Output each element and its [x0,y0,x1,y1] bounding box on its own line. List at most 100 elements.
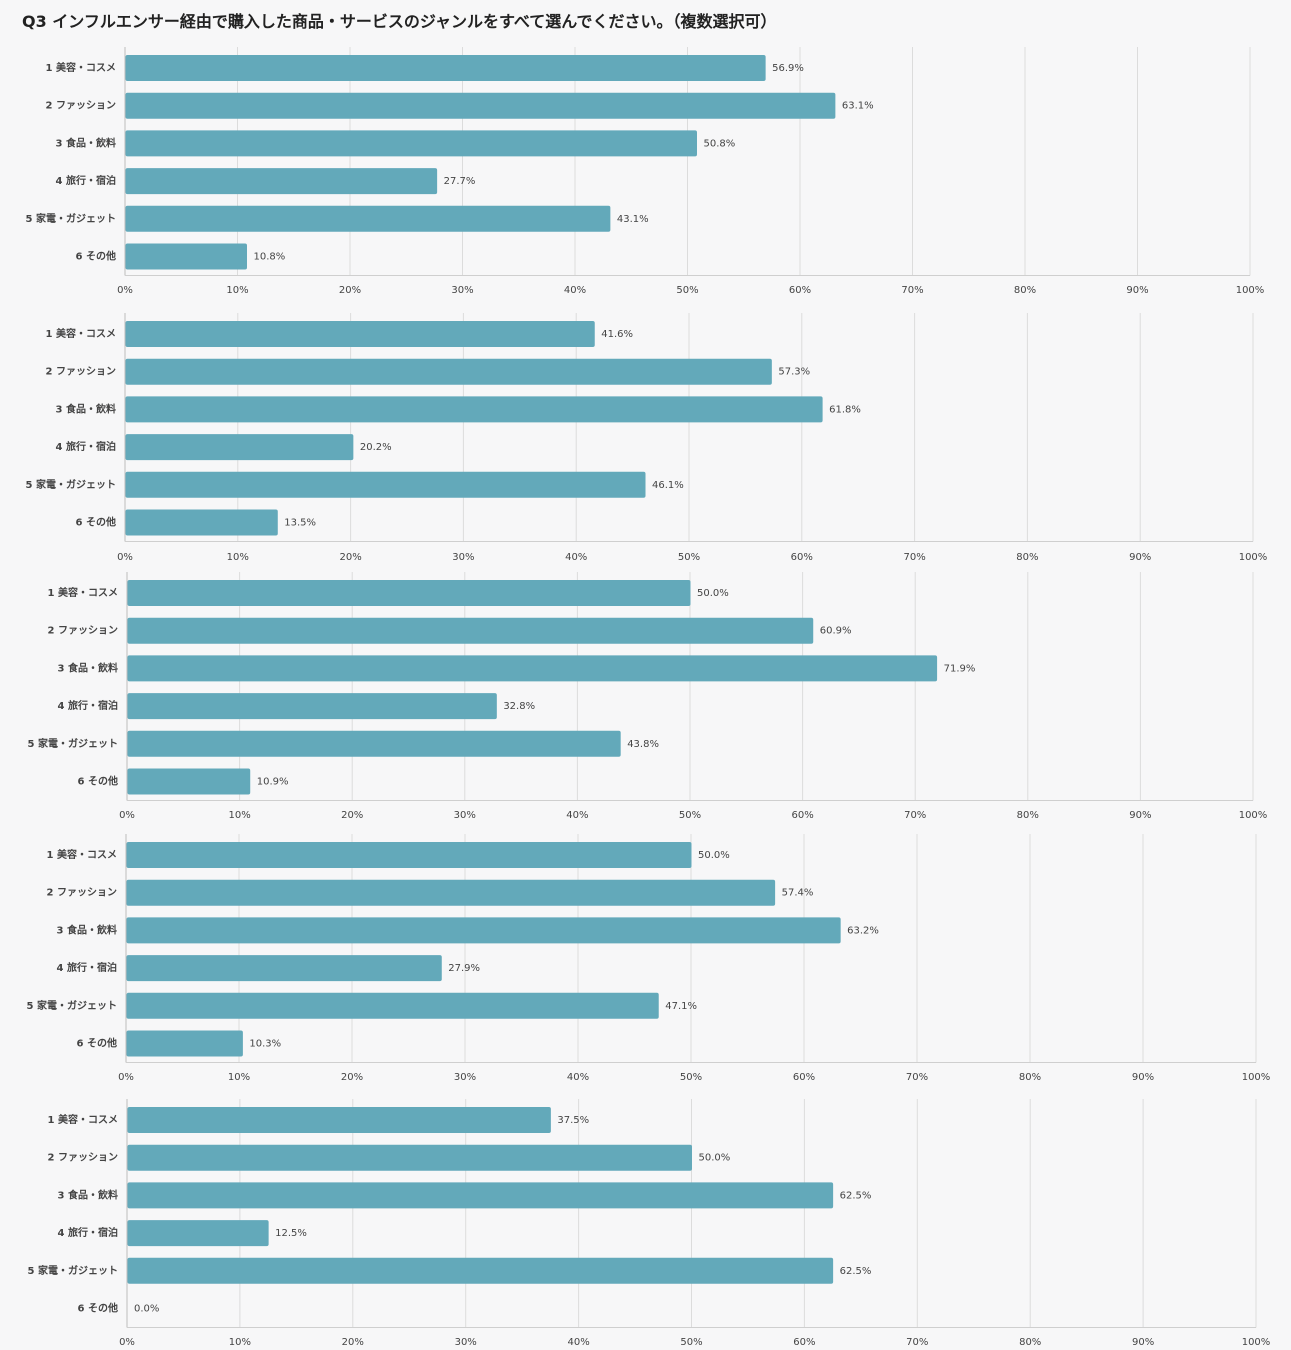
category-label: 3 食品・飲料 [56,402,116,415]
x-tick-label: 80% [1017,810,1039,821]
category-label: 6 その他 [76,516,116,529]
category-label: 5 家電・ガジェット [28,1264,118,1277]
category-label: 4 旅行・宿泊 [56,174,116,187]
bar-2 [125,92,836,119]
bar-1 [127,1107,551,1133]
bar-5 [125,471,646,498]
data-label: 27.9% [448,963,480,974]
data-label: 46.1% [652,480,684,491]
x-tick-label: 70% [903,552,925,563]
x-tick-label: 80% [1019,1337,1041,1348]
bar-5 [125,205,611,232]
category-label: 3 食品・飲料 [58,1188,118,1201]
x-tick-label: 100% [1242,1337,1271,1348]
x-tick-label: 10% [227,552,249,563]
category-label: 3 食品・飲料 [58,661,118,674]
x-tick-label: 60% [791,552,813,563]
category-label: 4 旅行・宿泊 [58,1226,118,1239]
bar-5 [126,992,659,1019]
x-tick-label: 80% [1016,552,1038,563]
x-tick-label: 60% [793,1337,815,1348]
bar-3 [127,1182,834,1209]
bar-4 [125,434,354,461]
bar-2 [127,617,814,644]
x-tick-label: 20% [339,552,361,563]
category-label: 2 ファッション [48,625,118,637]
x-tick-label: 70% [906,1337,928,1348]
bar-6 [127,768,251,795]
x-tick-label: 10% [228,1072,250,1083]
category-label: 2 ファッション [46,366,116,378]
x-tick-label: 30% [451,285,473,296]
x-tick-label: 10% [229,1337,251,1348]
x-tick-label: 100% [1242,1072,1271,1083]
bar-3 [125,130,697,157]
category-label: 1 美容・コスメ [46,327,116,340]
data-label: 61.8% [829,404,861,415]
x-tick-label: 90% [1132,1072,1154,1083]
x-tick-label: 100% [1236,285,1265,296]
x-tick-label: 30% [454,1072,476,1083]
x-tick-label: 60% [789,285,811,296]
x-tick-label: 20% [341,810,363,821]
category-label: 3 食品・飲料 [57,923,117,936]
x-tick-label: 40% [564,285,586,296]
category-label: 3 食品・飲料 [56,136,116,149]
bar-5 [127,1257,834,1284]
data-label: 56.9% [772,63,804,74]
category-label: 6 その他 [76,250,116,263]
page-title: Q3 インフルエンサー経由で購入した商品・サービスのジャンルをすべて選んでくださ… [22,12,777,31]
x-tick-label: 50% [680,1072,702,1083]
data-label: 10.9% [257,777,289,788]
category-label: 5 家電・ガジェット [26,478,116,491]
data-label: 13.5% [284,518,316,529]
x-tick-label: 90% [1126,285,1148,296]
bar-4 [127,1220,269,1247]
bar-3 [126,917,841,944]
x-tick-label: 60% [791,810,813,821]
category-label: 1 美容・コスメ [48,586,118,599]
data-label: 57.4% [782,888,814,899]
data-label: 62.5% [840,1266,872,1277]
data-label: 50.0% [698,850,730,861]
x-tick-label: 30% [455,1337,477,1348]
data-label: 71.9% [944,663,976,674]
data-label: 47.1% [665,1001,697,1012]
category-label: 4 旅行・宿泊 [58,699,118,712]
bar-2 [125,358,772,385]
x-tick-label: 90% [1129,810,1151,821]
bar-2 [127,1144,692,1171]
bar-1 [125,55,766,81]
x-tick-label: 0% [118,1072,134,1083]
data-label: 63.1% [842,101,874,112]
bar-4 [125,168,438,195]
bar-3 [127,655,938,682]
x-tick-label: 50% [678,552,700,563]
category-label: 5 家電・ガジェット [28,737,118,750]
category-label: 5 家電・ガジェット [27,999,117,1012]
x-tick-label: 70% [904,810,926,821]
x-tick-label: 70% [901,285,923,296]
category-label: 1 美容・コスメ [47,848,117,861]
x-tick-label: 0% [117,552,133,563]
bar-1 [127,580,691,606]
data-label: 63.2% [847,925,879,936]
category-label: 6 その他 [77,1037,117,1050]
data-label: 0.0% [134,1304,159,1315]
category-label: 2 ファッション [48,1152,118,1164]
data-label: 37.5% [557,1115,589,1126]
category-label: 1 美容・コスメ [46,61,116,74]
x-tick-label: 90% [1129,552,1151,563]
data-label: 10.3% [249,1039,281,1050]
x-tick-label: 40% [567,1072,589,1083]
x-tick-label: 100% [1239,552,1268,563]
data-label: 60.9% [820,626,852,637]
data-label: 43.8% [627,739,659,750]
bar-6 [125,509,278,536]
data-label: 32.8% [503,701,535,712]
data-label: 27.7% [444,176,476,187]
x-tick-label: 40% [567,1337,589,1348]
category-label: 5 家電・ガジェット [26,212,116,225]
category-label: 6 その他 [78,1302,118,1315]
bar-4 [126,955,442,982]
